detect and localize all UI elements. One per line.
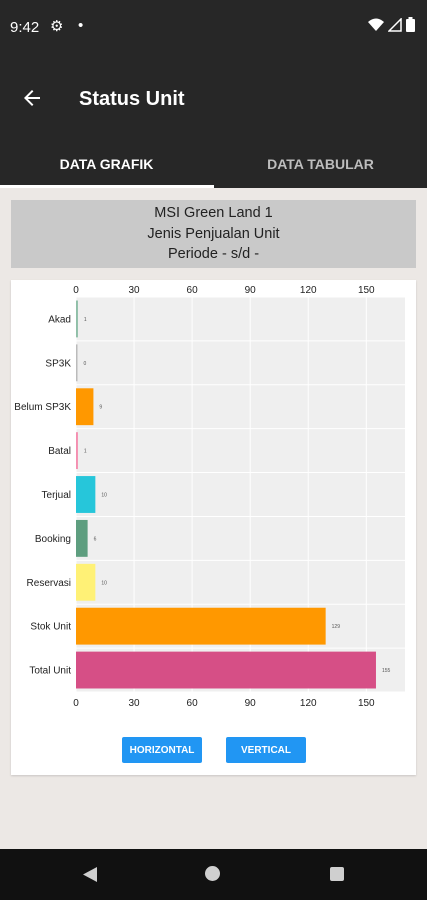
report-subtitle: Jenis Penjualan Unit <box>147 225 280 242</box>
report-period: Periode - s/d - <box>167 246 260 262</box>
bar <box>76 651 376 689</box>
gear-icon: ⚙ <box>50 18 64 35</box>
x-tick-label-top: 0 <box>73 285 79 296</box>
bar-chart: 0 0 30 30 60 60 90 90 120 120 150 150 Akad 1 SP3K 0 Belu… <box>14 285 405 709</box>
category-label: Reservasi <box>27 578 71 589</box>
x-tick-label-top: 90 <box>245 285 257 296</box>
tab-data-tabular[interactable]: DATA TABULAR <box>267 156 374 172</box>
value-label: 10 <box>101 493 107 499</box>
bar <box>76 476 96 513</box>
category-label: Stok Unit <box>30 622 71 633</box>
battery-icon <box>406 17 415 32</box>
x-tick-label-top: 30 <box>128 285 140 296</box>
back-icon[interactable] <box>82 866 98 883</box>
category-label: Batal <box>48 446 71 457</box>
status-time: 9:42 <box>10 19 40 36</box>
x-tick-label-bottom: 0 <box>73 698 79 709</box>
value-label: 155 <box>382 668 391 674</box>
bar <box>76 519 88 557</box>
horizontal-button[interactable]: HORIZONTAL <box>122 737 202 763</box>
signal-icon <box>388 17 402 32</box>
x-tick-label-top: 120 <box>300 285 317 296</box>
x-tick-label-bottom: 150 <box>358 698 375 709</box>
tab-data-grafik[interactable]: DATA GRAFIK <box>59 156 154 172</box>
value-label: 0 <box>84 361 87 367</box>
bar <box>76 388 94 426</box>
vertical-button[interactable]: VERTICAL <box>226 737 306 763</box>
report-header: MSI Green Land 1 Jenis Penjualan Unit Pe… <box>11 200 416 268</box>
category-label: Akad <box>48 314 71 325</box>
bar <box>76 607 326 645</box>
dot-icon: • <box>78 17 84 34</box>
back-arrow-icon[interactable] <box>20 86 44 110</box>
value-label: 9 <box>99 405 102 411</box>
status-right-icons <box>368 17 415 32</box>
home-icon[interactable] <box>205 866 220 881</box>
wifi-icon <box>368 18 384 31</box>
x-tick-label-top: 150 <box>358 285 375 296</box>
app-bar: Status Unit <box>0 56 427 140</box>
x-tick-label-bottom: 120 <box>300 698 317 709</box>
recents-icon[interactable] <box>330 867 344 881</box>
category-label: Terjual <box>42 490 71 501</box>
bar <box>76 300 78 338</box>
bar <box>76 563 96 601</box>
status-bar: 9:42 ⚙ • <box>0 0 427 56</box>
value-label: 6 <box>94 536 97 542</box>
tab-indicator <box>0 185 214 188</box>
chart-card: 0 0 30 30 60 60 90 90 120 120 150 150 Akad 1 SP3K 0 Belu… <box>11 280 416 775</box>
report-project-name: MSI Green Land 1 <box>154 205 273 221</box>
x-tick-label-bottom: 30 <box>128 698 140 709</box>
category-label: SP3K <box>45 358 71 369</box>
x-tick-label-bottom: 90 <box>245 698 257 709</box>
x-tick-label-top: 60 <box>187 285 199 296</box>
category-label: Belum SP3K <box>14 402 71 413</box>
system-nav-bar <box>0 849 427 900</box>
page-title: Status Unit <box>79 88 185 110</box>
value-label: 1 <box>84 449 87 455</box>
x-tick-label-bottom: 60 <box>187 698 199 709</box>
tab-bar: DATA GRAFIK DATA TABULAR <box>0 140 427 188</box>
category-label: Total Unit <box>29 666 71 677</box>
category-label: Booking <box>35 534 71 545</box>
bar <box>76 344 78 382</box>
bar <box>76 432 78 470</box>
value-label: 10 <box>101 580 107 586</box>
value-label: 129 <box>332 624 341 630</box>
value-label: 1 <box>84 317 87 323</box>
